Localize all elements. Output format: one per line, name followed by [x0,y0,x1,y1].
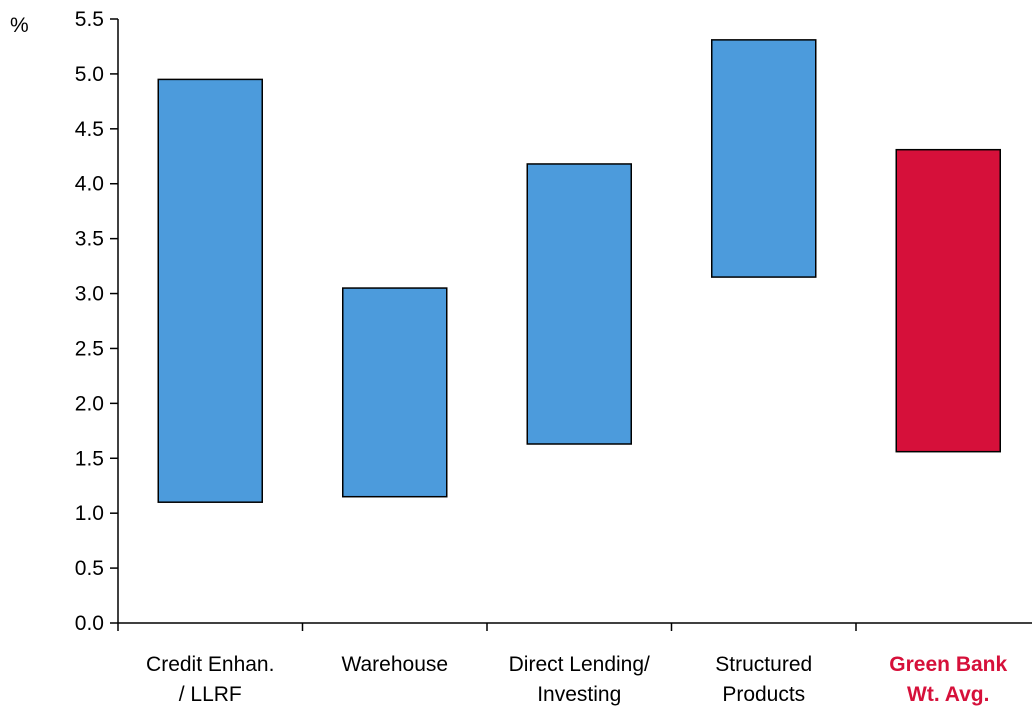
y-tick-label: 2.5 [75,337,104,360]
range-bar-4 [711,39,817,278]
y-tick-label: 3.5 [75,228,104,251]
y-tick-label: 5.5 [75,8,104,31]
range-bar-2 [342,287,448,498]
range-bar-5 [895,148,1001,453]
category-label: Credit Enhan. [146,653,274,676]
y-tick-label: 1.5 [75,447,104,470]
y-tick-label: 0.0 [75,612,104,635]
category-label: Warehouse [341,653,448,676]
y-tick-label: 1.0 [75,502,104,525]
y-tick-label: 3.0 [75,283,104,306]
y-tick-label: 4.0 [75,173,104,196]
y-axis-label: % [10,14,29,37]
y-tick-label: 0.5 [75,557,104,580]
category-label: Investing [537,683,621,706]
category-label: Structured [715,653,812,676]
category-label: / LLRF [179,683,242,706]
y-tick-label: 5.0 [75,63,104,86]
y-tick-label: 4.5 [75,118,104,141]
range-bar-1 [157,78,263,503]
range-bar-3 [526,163,632,445]
category-label: Products [722,683,805,706]
y-tick-label: 2.0 [75,392,104,415]
category-label: Green Bank [889,653,1007,676]
category-label: Direct Lending/ [509,653,650,676]
category-label: Wt. Avg. [907,683,989,706]
